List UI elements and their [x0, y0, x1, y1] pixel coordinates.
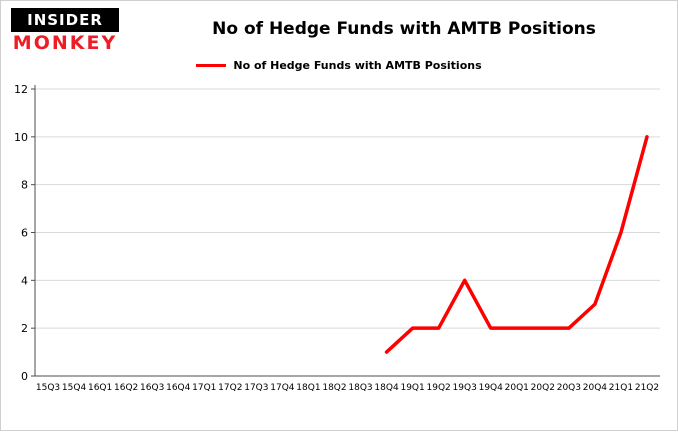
x-axis-label: 20Q4: [583, 383, 608, 393]
x-axis-label: 15Q3: [36, 383, 60, 393]
x-axis-label: 20Q2: [531, 383, 555, 393]
logo-insider-text: INSIDER: [11, 8, 119, 32]
chart-header: INSIDER MONKEY No of Hedge Funds with AM…: [1, 1, 677, 81]
y-axis-label: 0: [21, 370, 28, 383]
data-line: [384, 135, 649, 354]
chart-title: No of Hedge Funds with AMTB Positions: [212, 19, 596, 39]
x-axis-label: 19Q3: [453, 383, 477, 393]
x-axis-label: 16Q4: [166, 383, 191, 393]
y-axis-label: 6: [21, 227, 28, 240]
x-axis-label: 21Q2: [635, 383, 659, 393]
x-axis-label: 18Q1: [296, 383, 320, 393]
x-axis-label: 19Q4: [479, 383, 504, 393]
x-axis-label: 21Q1: [609, 383, 633, 393]
x-axis-label: 18Q3: [348, 383, 372, 393]
x-axis-label: 15Q4: [62, 383, 87, 393]
x-axis-label: 16Q1: [88, 383, 112, 393]
y-axis-label: 12: [14, 83, 28, 96]
x-axis-label: 16Q2: [114, 383, 138, 393]
y-axis-label: 10: [14, 131, 28, 144]
x-axis-label: 20Q3: [557, 383, 581, 393]
y-axis-label: 8: [21, 179, 28, 192]
chart-area: 0 2 4 6 8 10 12 15Q3 15Q4 16Q1 16Q2 16Q3 16Q4 17Q1 17Q…: [1, 81, 677, 430]
x-axis-label: 18Q4: [374, 383, 399, 393]
chart-legend: No of Hedge Funds with AMTB Positions: [1, 59, 677, 72]
x-axis-label: 19Q2: [427, 383, 451, 393]
x-axis-label: 17Q4: [270, 383, 295, 393]
x-axis-label: 18Q2: [322, 383, 346, 393]
x-axis-label: 17Q2: [218, 383, 242, 393]
insider-monkey-logo: INSIDER MONKEY: [11, 8, 119, 54]
y-axis-label: 2: [21, 322, 28, 335]
x-axis-label: 20Q1: [505, 383, 529, 393]
x-axis-label: 16Q3: [140, 383, 164, 393]
x-axis-label: 17Q3: [244, 383, 268, 393]
legend-line-swatch: [196, 64, 227, 67]
x-axis-label: 17Q1: [192, 383, 216, 393]
y-axis-label: 4: [21, 274, 28, 287]
logo-monkey-text: MONKEY: [12, 32, 118, 54]
legend-label: No of Hedge Funds with AMTB Positions: [233, 59, 482, 72]
x-axis-label: 19Q1: [400, 383, 424, 393]
